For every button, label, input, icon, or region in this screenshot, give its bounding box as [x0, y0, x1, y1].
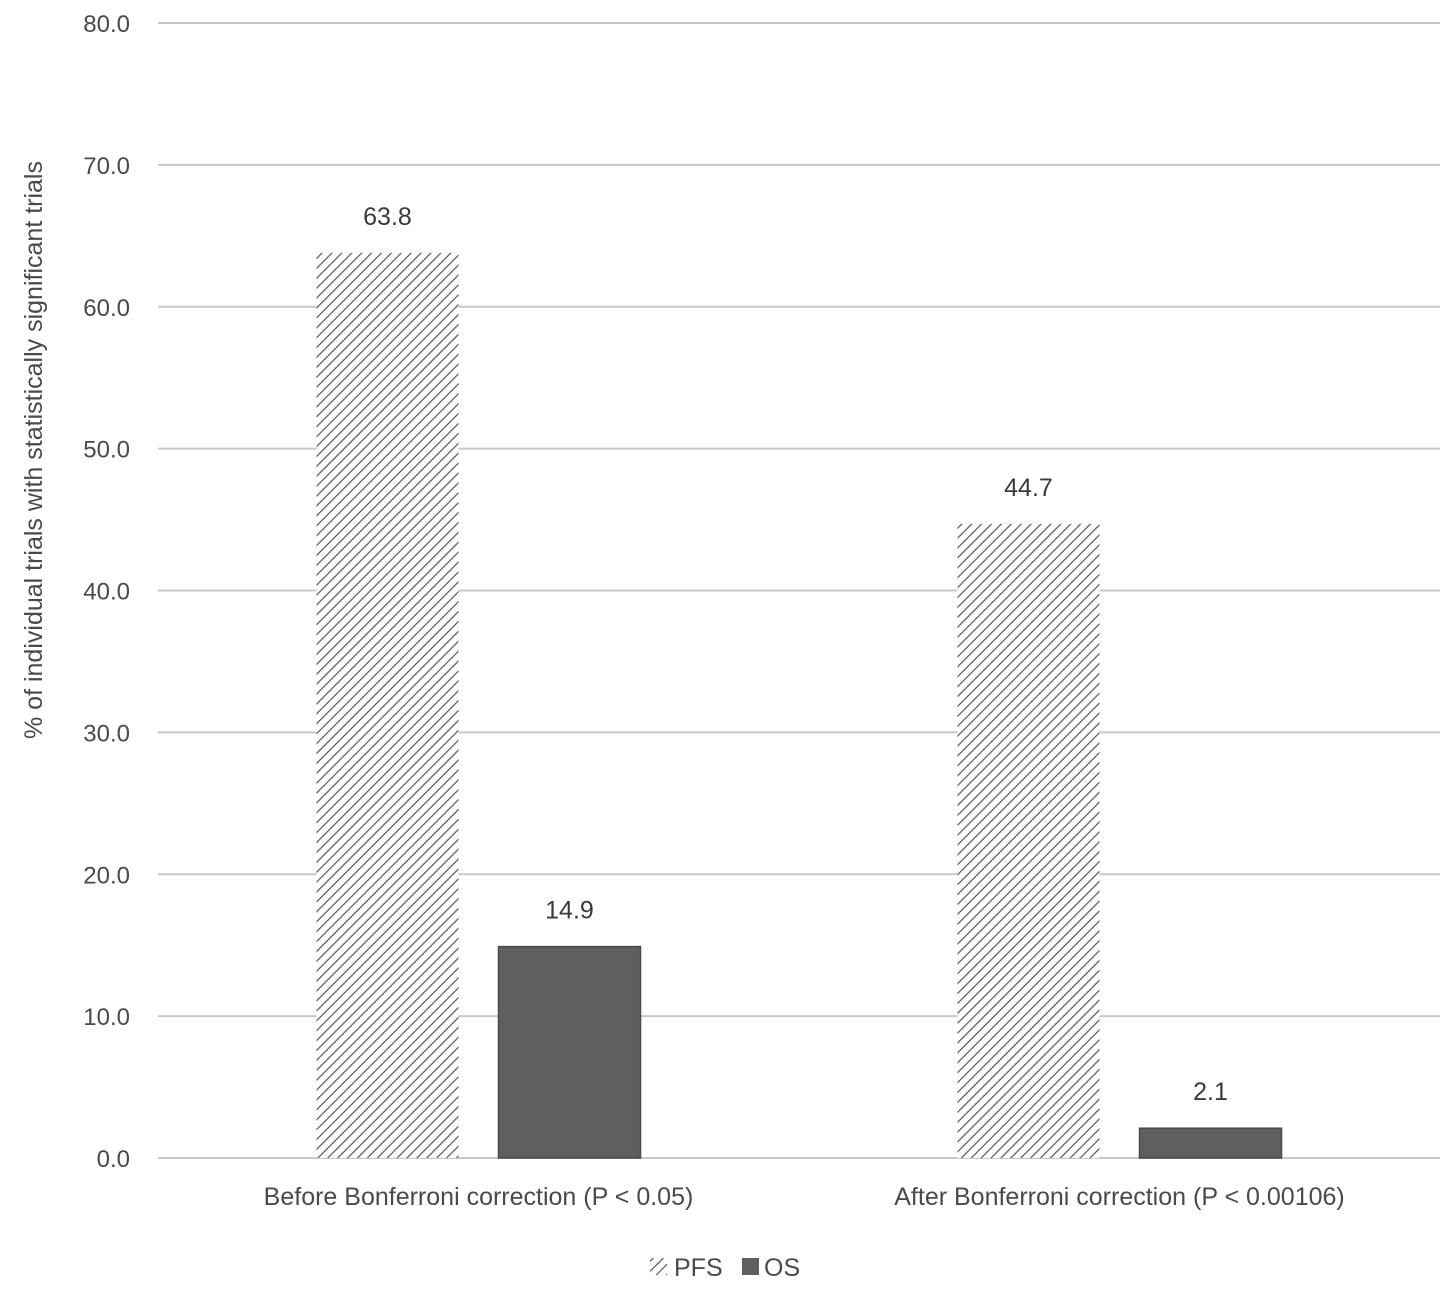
legend: PFS OS — [650, 1254, 800, 1282]
data-label-os-1: 14.9 — [545, 897, 594, 925]
bar-os-2 — [1138, 1127, 1283, 1159]
category-label: Before Bonferroni correction (P < 0.05) — [264, 1183, 694, 1211]
y-tick-label: 40.0 — [83, 579, 130, 606]
x-axis-categories: Before Bonferroni correction (P < 0.05) A… — [264, 1183, 1345, 1211]
y-tick-label: 60.0 — [83, 295, 130, 322]
data-label-pfs-2: 44.7 — [1004, 474, 1053, 502]
bar-os-1 — [497, 945, 642, 1159]
y-tick-label: 30.0 — [83, 720, 130, 747]
category-label: After Bonferroni correction (P < 0.00106… — [894, 1183, 1344, 1211]
legend-swatch-os — [742, 1258, 759, 1275]
y-tick-label: 50.0 — [83, 437, 130, 464]
y-axis-ticks: 0.0 10.0 20.0 30.0 40.0 50.0 60.0 70.0 80.0 — [83, 11, 130, 1173]
y-tick-label: 0.0 — [97, 1146, 130, 1173]
legend-label-pfs: PFS — [674, 1254, 723, 1282]
data-label-pfs-1: 63.8 — [363, 203, 412, 231]
bar-pfs-2 — [957, 523, 1100, 1158]
data-label-os-2: 2.1 — [1193, 1078, 1228, 1106]
data-labels: 63.8 14.9 44.7 2.1 — [363, 203, 1228, 1106]
y-tick-label: 20.0 — [83, 862, 130, 889]
bars — [316, 252, 1283, 1159]
legend-swatch-pfs — [650, 1258, 667, 1275]
y-tick-label: 70.0 — [83, 153, 130, 180]
bar-pfs-1 — [316, 252, 459, 1158]
y-tick-label: 10.0 — [83, 1004, 130, 1031]
legend-label-os: OS — [764, 1254, 800, 1282]
y-tick-label: 80.0 — [83, 11, 130, 38]
y-axis-title: % of individual trials with statisticall… — [20, 161, 48, 739]
